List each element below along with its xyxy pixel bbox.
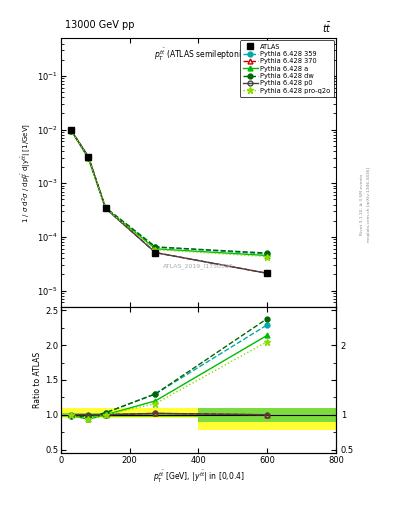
Pythia 6.428 pro-q2o: [103, 205, 108, 211]
Y-axis label: 1 / $\sigma$ d$^2\sigma$ / dp$_\mathsf{T}^{t\bar{t}}$ d|y$^{t\bar{t}}$| [1/GeV]: 1 / $\sigma$ d$^2\sigma$ / dp$_\mathsf{T…: [20, 122, 34, 223]
ATLAS: [153, 250, 158, 256]
Y-axis label: Ratio to ATLAS: Ratio to ATLAS: [33, 352, 42, 408]
Pythia 6.428 359: [265, 251, 270, 257]
Text: 13000 GeV pp: 13000 GeV pp: [65, 20, 134, 31]
Pythia 6.428 359: [103, 205, 108, 211]
Pythia 6.428 dw: [153, 244, 158, 250]
Pythia 6.428 p0: [153, 249, 158, 255]
Pythia 6.428 a: [86, 155, 91, 161]
Pythia 6.428 pro-q2o: [265, 253, 270, 260]
Pythia 6.428 359: [69, 127, 73, 134]
Pythia 6.428 a: [153, 246, 158, 252]
Pythia 6.428 dw: [103, 205, 108, 211]
Pythia 6.428 a: [265, 252, 270, 259]
Pythia 6.428 p0: [69, 127, 73, 133]
Pythia 6.428 p0: [265, 270, 270, 276]
Pythia 6.428 370: [86, 154, 91, 160]
Pythia 6.428 dw: [265, 250, 270, 256]
Pythia 6.428 dw: [86, 155, 91, 161]
Line: ATLAS: ATLAS: [68, 127, 270, 276]
Pythia 6.428 p0: [103, 205, 108, 211]
Pythia 6.428 pro-q2o: [153, 247, 158, 253]
Pythia 6.428 dw: [69, 127, 73, 134]
Line: Pythia 6.428 a: Pythia 6.428 a: [69, 128, 270, 258]
Pythia 6.428 370: [69, 127, 73, 133]
Bar: [198, 408, 336, 430]
Pythia 6.428 a: [103, 205, 108, 211]
ATLAS: [86, 154, 91, 160]
ATLAS: [103, 205, 108, 211]
Pythia 6.428 a: [69, 127, 73, 134]
Pythia 6.428 370: [103, 205, 108, 211]
Bar: [198, 408, 336, 422]
X-axis label: $p_\mathsf{T}^{t\bar{t}}$ [GeV], $|y^{t\bar{t}}|$ in [0,0.4]: $p_\mathsf{T}^{t\bar{t}}$ [GeV], $|y^{t\…: [152, 469, 244, 485]
Pythia 6.428 370: [153, 249, 158, 255]
Text: mcplots.cern.ch [arXiv:1306.3436]: mcplots.cern.ch [arXiv:1306.3436]: [367, 167, 371, 242]
Bar: [61, 413, 198, 417]
Line: Pythia 6.428 359: Pythia 6.428 359: [69, 129, 270, 257]
Text: ATLAS_2019_I1750330: ATLAS_2019_I1750330: [163, 264, 234, 269]
Pythia 6.428 370: [265, 270, 270, 276]
Pythia 6.428 pro-q2o: [69, 127, 73, 134]
ATLAS: [69, 127, 73, 133]
Line: Pythia 6.428 370: Pythia 6.428 370: [69, 128, 270, 276]
Text: $t\bar{t}$: $t\bar{t}$: [322, 20, 332, 34]
Bar: [61, 408, 198, 418]
Legend: ATLAS, Pythia 6.428 359, Pythia 6.428 370, Pythia 6.428 a, Pythia 6.428 dw, Pyth: ATLAS, Pythia 6.428 359, Pythia 6.428 37…: [240, 40, 334, 97]
Line: Pythia 6.428 pro-q2o: Pythia 6.428 pro-q2o: [68, 127, 271, 260]
Pythia 6.428 359: [153, 244, 158, 250]
Pythia 6.428 p0: [86, 154, 91, 160]
Text: $p_T^{t\bar{t}}$ (ATLAS semileptonic ttbar): $p_T^{t\bar{t}}$ (ATLAS semileptonic ttb…: [154, 47, 270, 62]
ATLAS: [265, 270, 270, 276]
Pythia 6.428 359: [86, 155, 91, 161]
Line: Pythia 6.428 p0: Pythia 6.428 p0: [69, 128, 270, 276]
Text: Rivet 3.1.10, ≥ 3.5M events: Rivet 3.1.10, ≥ 3.5M events: [360, 174, 364, 236]
Line: Pythia 6.428 dw: Pythia 6.428 dw: [69, 129, 270, 255]
Pythia 6.428 pro-q2o: [86, 155, 91, 161]
